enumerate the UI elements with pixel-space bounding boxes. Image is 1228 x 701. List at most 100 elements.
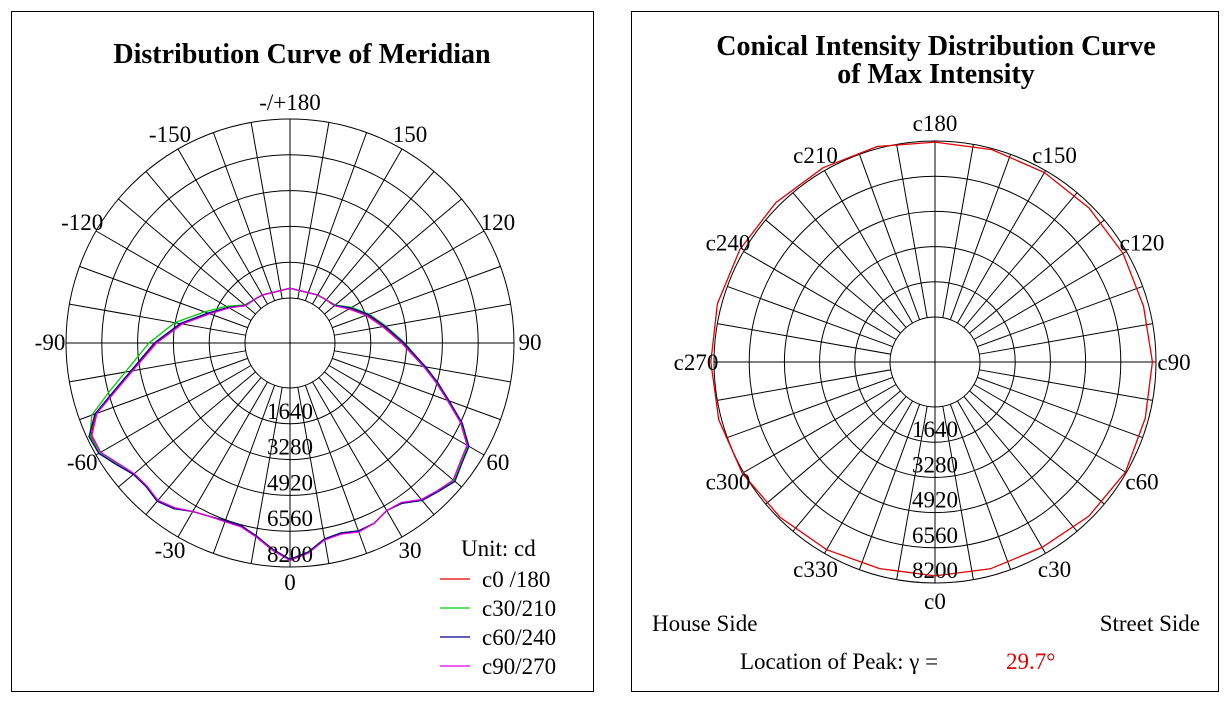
grid-spoke bbox=[334, 303, 511, 336]
angle-label: c180 bbox=[913, 111, 958, 136]
series-curve-2 bbox=[88, 287, 470, 561]
legend-entry: c0 /180 bbox=[482, 567, 550, 592]
radial-tick-label: 8200 bbox=[267, 542, 313, 567]
radial-tick-label: 1640 bbox=[912, 417, 958, 442]
grid-spoke bbox=[328, 230, 485, 321]
legend-entry: c90/270 bbox=[482, 654, 556, 679]
grid-spoke bbox=[949, 154, 1012, 320]
grid-spoke bbox=[957, 170, 1046, 324]
grid-spoke bbox=[318, 171, 435, 309]
house-side-label: House Side bbox=[652, 611, 757, 636]
grid-spoke bbox=[250, 387, 283, 564]
grid-spoke bbox=[977, 376, 1143, 439]
angle-label: -150 bbox=[149, 122, 191, 147]
grid-spoke bbox=[727, 376, 893, 439]
grid-spoke bbox=[334, 350, 511, 383]
grid-spoke bbox=[95, 365, 252, 456]
grid-spoke bbox=[145, 377, 262, 515]
grid-spoke bbox=[717, 323, 891, 355]
meridian-legend: c0 /180 c30/210 c60/240 c90/270 bbox=[440, 567, 556, 679]
angle-label: -30 bbox=[155, 538, 186, 563]
angle-label: -120 bbox=[61, 210, 103, 235]
radial-tick-label: 8200 bbox=[912, 558, 958, 583]
meridian-polar-chart: Distribution Curve of Meridian 1640 3280 4… bbox=[35, 39, 556, 679]
grid-spoke bbox=[969, 390, 1105, 505]
peak-location-label: Location of Peak: γ = bbox=[740, 649, 938, 674]
angle-label: 0 bbox=[284, 570, 296, 595]
conical-curves bbox=[710, 141, 1154, 577]
grid-spoke bbox=[324, 371, 462, 488]
angle-label: c150 bbox=[1032, 143, 1077, 168]
grid-spoke bbox=[727, 285, 893, 348]
conical-chart-panel: Conical Intensity Distribution Curve of … bbox=[631, 11, 1219, 692]
grid-spoke bbox=[963, 192, 1078, 328]
grid-spoke bbox=[297, 122, 330, 299]
conical-labels: 1640 3280 4920 6560 8200 c0 c30 c60 c90 c120 c150 c… bbox=[674, 111, 1191, 614]
grid-spoke bbox=[824, 400, 913, 554]
street-side-label: Street Side bbox=[1100, 611, 1200, 636]
grid-spoke bbox=[765, 219, 901, 334]
angle-label: 60 bbox=[486, 450, 509, 475]
grid-spoke bbox=[95, 230, 252, 321]
angle-label: c300 bbox=[706, 470, 751, 495]
grid-spoke bbox=[297, 387, 330, 564]
angle-label: c120 bbox=[1120, 231, 1165, 256]
grid-spoke bbox=[896, 144, 928, 318]
grid-spoke bbox=[979, 323, 1153, 355]
grid-spoke bbox=[79, 265, 248, 329]
radial-tick-label: 3280 bbox=[912, 452, 958, 477]
grid-spoke bbox=[118, 371, 256, 488]
angle-label: c240 bbox=[706, 231, 751, 256]
radial-tick-label: 6560 bbox=[267, 506, 313, 531]
grid-spoke bbox=[963, 396, 1078, 532]
legend-entry: c30/210 bbox=[482, 596, 556, 621]
grid-spoke bbox=[824, 170, 913, 324]
grid-spoke bbox=[332, 265, 501, 329]
radial-tick-label: 4920 bbox=[267, 470, 313, 495]
peak-location-value: 29.7° bbox=[1006, 649, 1055, 674]
grid-spoke bbox=[765, 390, 901, 505]
angle-label: 120 bbox=[481, 210, 516, 235]
grid-spoke bbox=[304, 385, 368, 554]
grid-spoke bbox=[332, 357, 501, 421]
angle-label: -90 bbox=[35, 330, 66, 355]
grid-spoke bbox=[969, 219, 1105, 334]
grid-spoke bbox=[979, 369, 1153, 401]
series-curve-0 bbox=[710, 141, 1154, 577]
grid-spoke bbox=[973, 384, 1127, 473]
grid-spoke bbox=[304, 132, 368, 301]
grid-spoke bbox=[743, 384, 897, 473]
meridian-curves bbox=[88, 287, 470, 562]
grid-spoke bbox=[69, 350, 246, 383]
grid-spoke bbox=[312, 381, 403, 538]
meridian-polar-grid bbox=[65, 118, 515, 568]
angle-label: c330 bbox=[793, 557, 838, 582]
grid-spoke bbox=[177, 148, 268, 305]
grid-spoke bbox=[977, 285, 1143, 348]
conical-polar-chart: Conical Intensity Distribution Curve of … bbox=[652, 31, 1200, 674]
grid-spoke bbox=[957, 400, 1046, 554]
meridian-chart-panel: Distribution Curve of Meridian 1640 3280 4… bbox=[11, 11, 594, 692]
series-curve-3 bbox=[91, 287, 468, 562]
angle-label: 90 bbox=[519, 330, 542, 355]
radial-tick-label: 6560 bbox=[912, 523, 958, 548]
grid-spoke bbox=[717, 369, 891, 401]
grid-spoke bbox=[942, 144, 974, 318]
radial-tick-label: 3280 bbox=[267, 435, 313, 460]
grid-spoke bbox=[973, 251, 1127, 340]
grid-spoke bbox=[328, 365, 485, 456]
grid-spoke bbox=[318, 377, 435, 515]
radial-tick-label: 4920 bbox=[912, 488, 958, 513]
conical-chart-title-line2: of Max Intensity bbox=[837, 59, 1035, 90]
grid-spoke bbox=[896, 406, 928, 580]
grid-spoke bbox=[949, 404, 1012, 570]
angle-label: c0 bbox=[924, 589, 946, 614]
grid-spoke bbox=[324, 198, 462, 315]
grid-spoke bbox=[250, 122, 283, 299]
grid-spoke bbox=[942, 406, 974, 580]
grid-spoke bbox=[743, 251, 897, 340]
conical-polar-grid bbox=[713, 140, 1157, 584]
meridian-labels: 1640 3280 4920 6560 8200 -/+180 150 120 90 60 30 0 -… bbox=[35, 90, 542, 595]
grid-spoke bbox=[212, 132, 276, 301]
grid-spoke bbox=[145, 171, 262, 309]
